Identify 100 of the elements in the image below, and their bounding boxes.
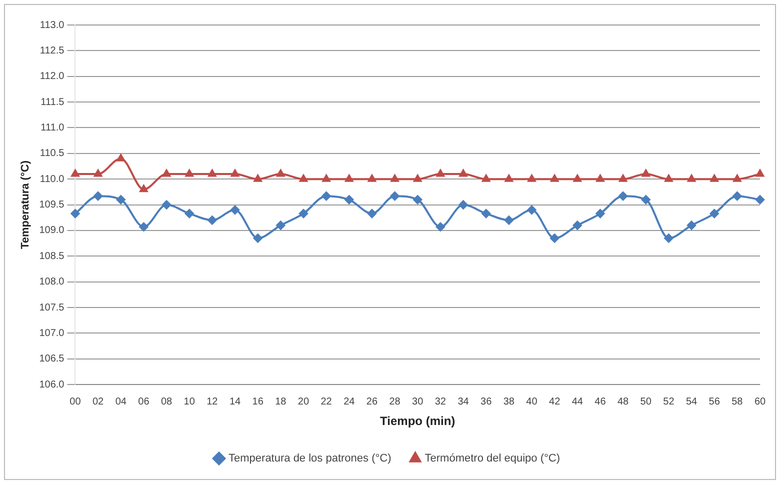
x-tick-label: 42 (549, 396, 561, 408)
point (550, 234, 560, 243)
point (299, 174, 308, 182)
point (482, 174, 490, 182)
point (322, 174, 330, 182)
point (756, 169, 764, 177)
point (254, 174, 262, 182)
point (733, 174, 742, 182)
x-tick-label: 04 (115, 396, 127, 408)
point (550, 174, 559, 182)
point (641, 195, 650, 204)
point (482, 209, 491, 218)
point (458, 200, 468, 210)
point (368, 174, 376, 182)
point (687, 174, 696, 182)
point (185, 169, 194, 177)
point (414, 174, 422, 182)
point (139, 222, 148, 232)
x-tick-label: 00 (70, 396, 82, 408)
point (208, 169, 216, 177)
point (230, 169, 240, 177)
point (162, 169, 171, 177)
point (162, 200, 172, 210)
x-tick-label: 20 (298, 396, 310, 408)
x-tick-label: 54 (686, 396, 698, 408)
point (710, 209, 719, 218)
y-tick-label: 106.5 (39, 354, 65, 365)
point (230, 205, 240, 214)
x-tick-label: 30 (412, 396, 424, 408)
point (528, 174, 536, 182)
y-axis-title: Temperatura (°C) (20, 160, 32, 250)
x-tick-label: 06 (138, 396, 150, 408)
point (253, 234, 262, 243)
x-tick-label: 46 (594, 396, 606, 408)
x-tick-label: 28 (389, 396, 401, 408)
y-tick-label: 107.0 (39, 328, 65, 339)
point (710, 174, 718, 182)
point (94, 169, 102, 177)
point (345, 174, 354, 182)
point (140, 184, 148, 192)
point (276, 220, 286, 230)
point (71, 169, 80, 177)
point (573, 174, 582, 182)
x-tick-label: 58 (732, 396, 744, 408)
y-tick-label: 113.0 (40, 20, 65, 31)
point (687, 220, 696, 230)
point (208, 216, 217, 225)
point (413, 195, 422, 204)
point (367, 209, 376, 218)
y-tick-label: 109.0 (39, 225, 65, 236)
y-tick-label: 108.5 (39, 250, 65, 262)
point (504, 174, 513, 182)
point (459, 169, 468, 177)
point (572, 220, 582, 230)
x-tick-label: 60 (754, 396, 766, 408)
x-tick-label: 50 (640, 396, 652, 408)
point (436, 169, 444, 177)
point (732, 192, 742, 201)
point (116, 154, 125, 162)
x-tick-label: 14 (229, 396, 242, 408)
point (618, 192, 628, 201)
point (94, 192, 103, 201)
point (184, 209, 194, 218)
x-tick-label: 08 (160, 396, 173, 408)
x-tick-label: 36 (480, 396, 492, 408)
x-tick-label: 44 (572, 396, 584, 408)
y-tick-label: 106.0 (39, 379, 65, 390)
x-tick-label: 22 (320, 396, 332, 408)
point (596, 209, 605, 218)
x-tick-label: 56 (708, 396, 720, 408)
x-axis-title: Tiempo (min) (380, 414, 456, 428)
x-tick-label: 40 (526, 396, 538, 408)
point (298, 209, 308, 218)
point (664, 234, 674, 243)
y-tick-label: 107.5 (39, 302, 65, 314)
y-tick-label: 108.0 (39, 276, 65, 288)
y-tick-label: 109.5 (39, 200, 65, 211)
x-tick-label: 10 (184, 396, 196, 408)
y-tick-label: 112.0 (40, 71, 65, 82)
x-tick-label: 16 (252, 396, 264, 408)
legend-label: Termómetro del equipo (°C) (424, 452, 560, 465)
point (390, 192, 400, 201)
point (322, 192, 331, 201)
x-tick-label: 52 (663, 396, 675, 408)
x-tick-label: 38 (503, 396, 515, 408)
y-tick-label: 111.0 (40, 122, 65, 134)
point (436, 222, 445, 232)
x-tick-label: 12 (206, 396, 218, 408)
y-tick-label: 111.5 (40, 96, 65, 108)
point (664, 174, 673, 182)
x-tick-label: 24 (344, 396, 356, 408)
point (390, 174, 399, 182)
point (70, 209, 80, 218)
y-tick-label: 110.5 (40, 148, 65, 160)
x-tick-label: 48 (617, 396, 630, 408)
point (642, 169, 650, 177)
x-tick-label: 32 (434, 396, 446, 408)
point (527, 205, 536, 214)
point (504, 216, 514, 225)
point (344, 195, 354, 204)
